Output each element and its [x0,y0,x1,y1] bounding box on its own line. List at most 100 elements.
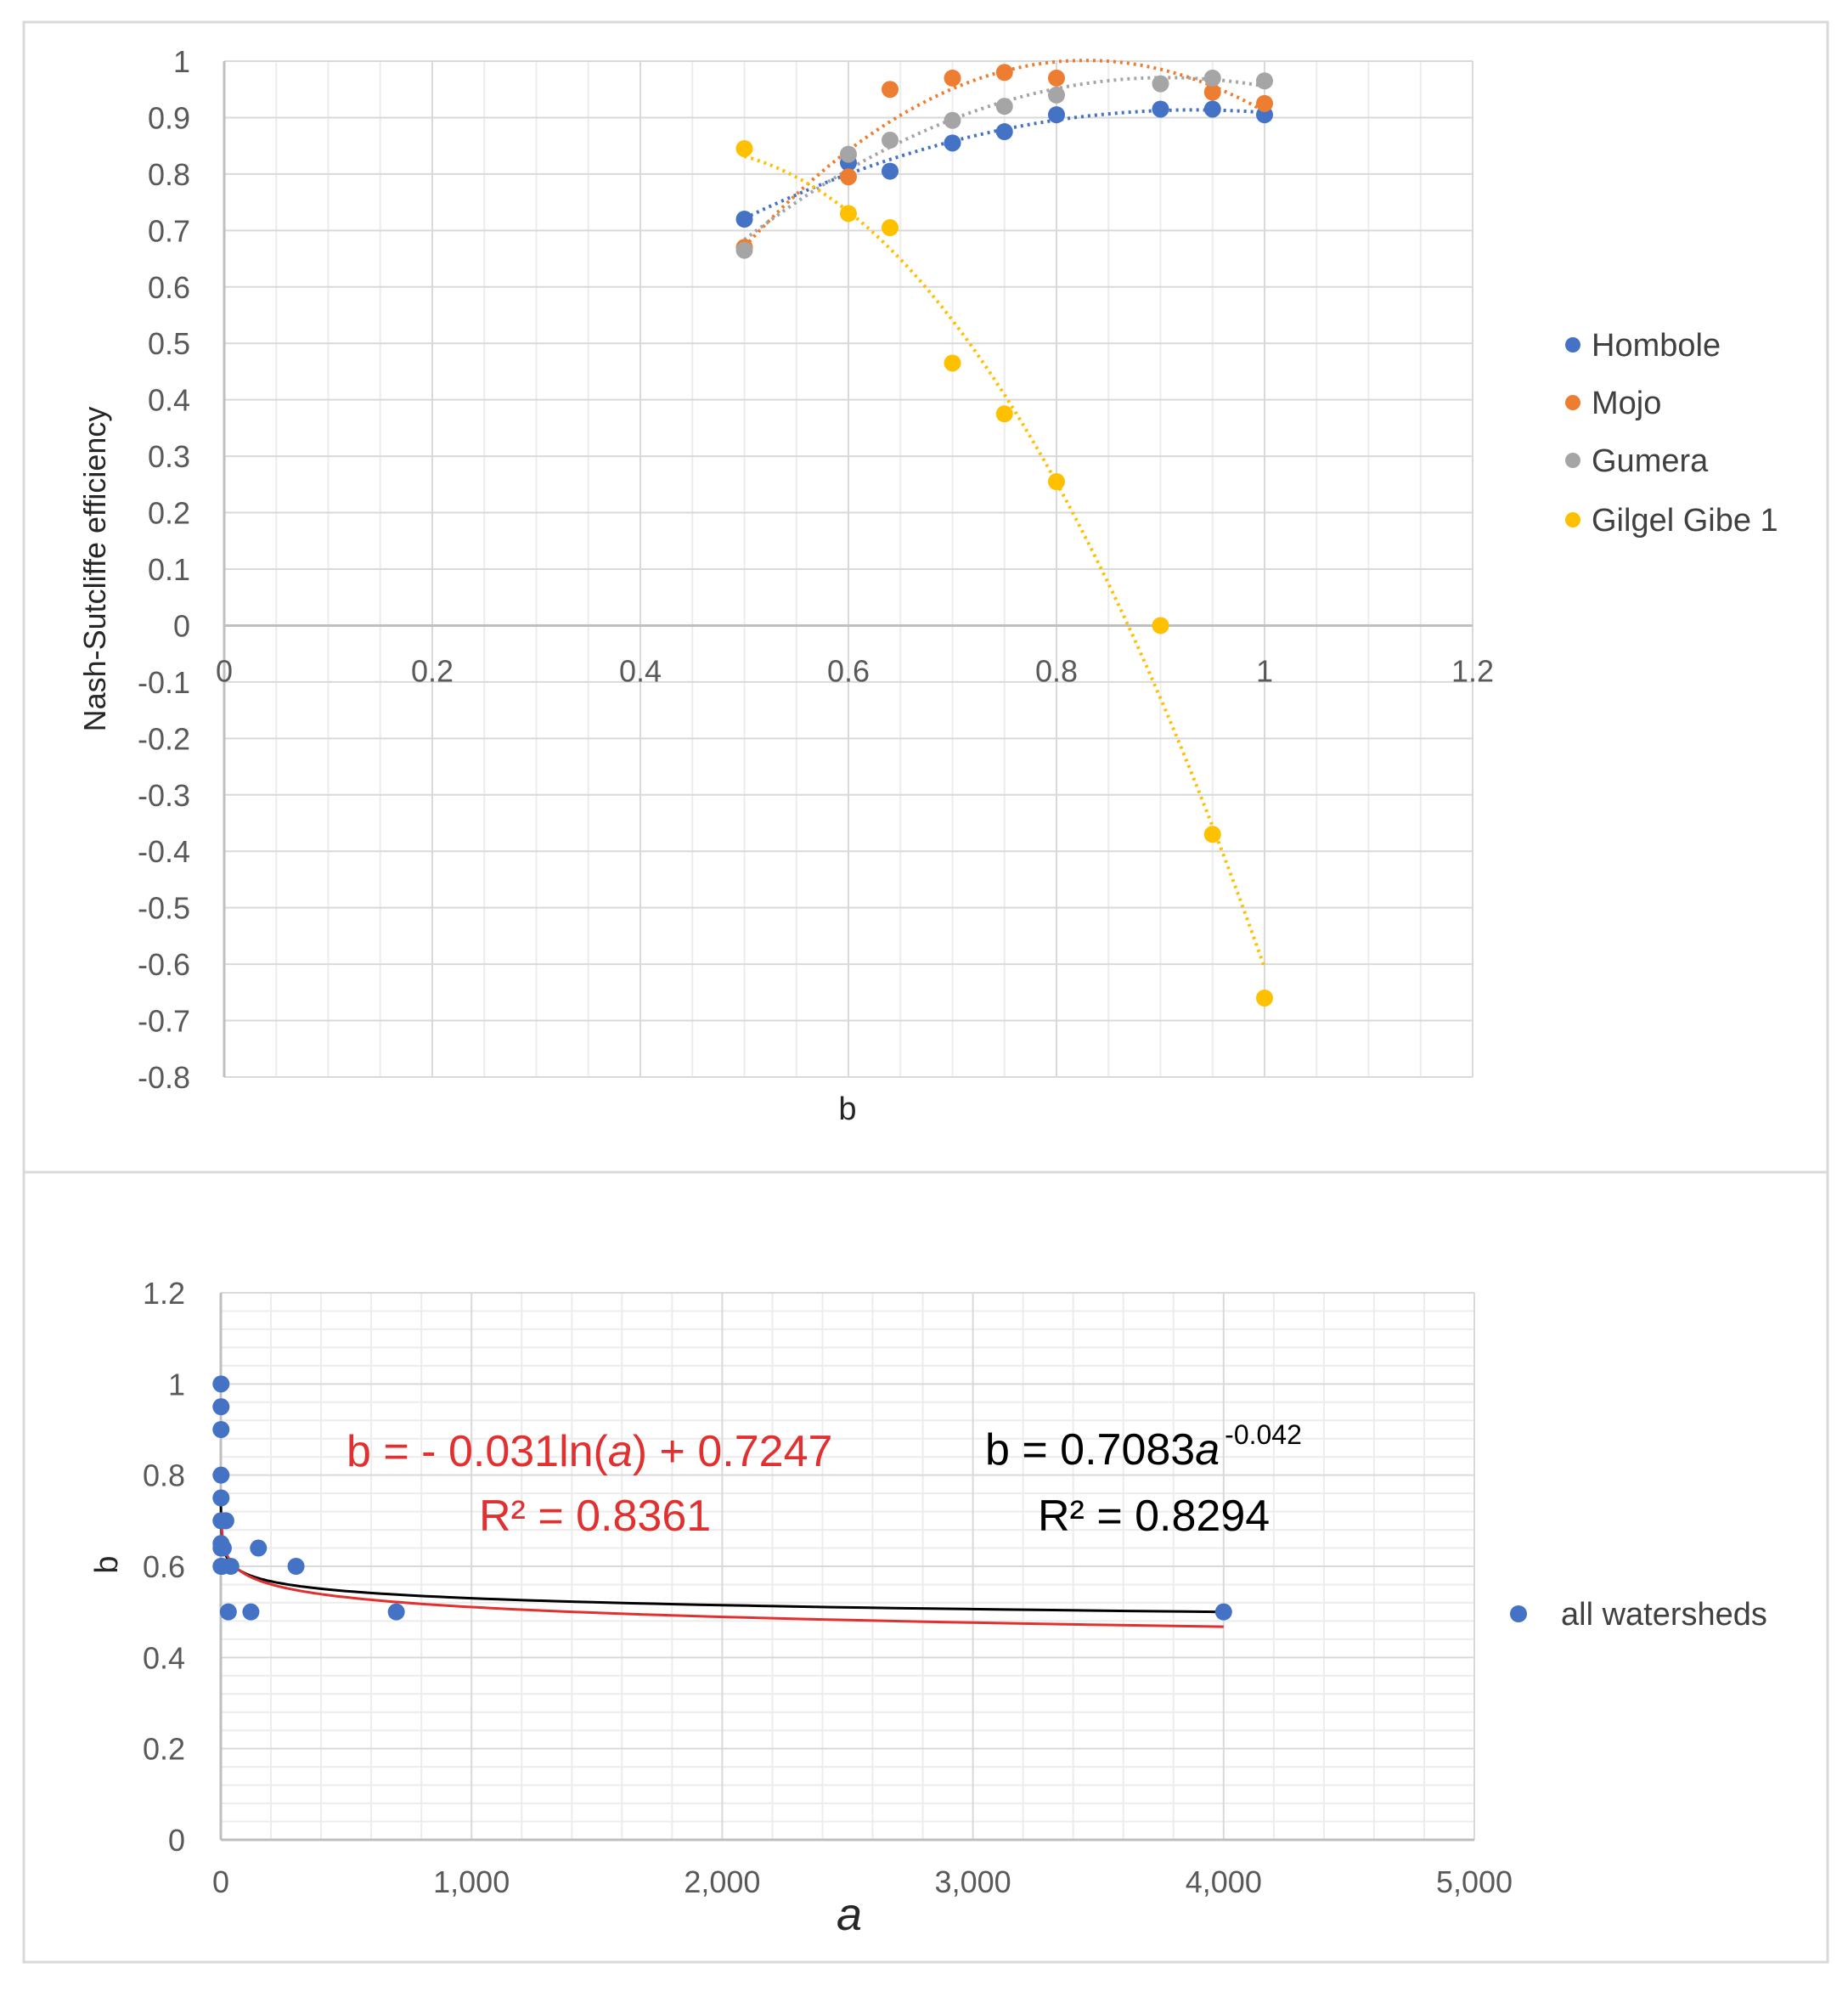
log-equation-suffix: ) + 0.7247 [633,1427,833,1476]
bottom-chart-tick-labels: 1.2 1 0.8 0.6 0.4 0.2 00 1,000 2,000 3,000 4,000 5,… [143,1276,1513,1899]
y-tick-label: 0.8 [143,1458,185,1493]
x-tick-label: 2,000 [684,1864,760,1899]
data-point-all-watersheds [222,1558,239,1575]
x-tick-label: 1.2 [1451,653,1494,688]
y-tick-label: 0.6 [143,1549,185,1584]
power-trendline-r2: R² = 0.8294 [1038,1492,1270,1541]
data-point-gilgel-gibe-1 [995,405,1013,423]
y-tick-label: -0.4 [138,834,190,869]
data-point-gumera [1256,72,1273,90]
x-tick-label: 4,000 [1186,1864,1262,1899]
data-point-gumera [995,98,1013,116]
data-point-all-watersheds [212,1398,230,1416]
y-tick-label: 1 [173,44,190,79]
data-point-mojo [944,69,961,87]
data-point-hombole [1203,100,1221,118]
y-tick-label: 0.2 [148,496,190,531]
x-tick-label: 0.2 [411,653,454,688]
log-equation-prefix: b = - 0.031ln( [346,1427,609,1476]
data-point-gilgel-gibe-1 [882,219,899,237]
legend-label-gumera: Gumera [1592,443,1709,479]
bottom-chart-y-axis-label: b [89,1555,125,1573]
y-tick-label: 0.1 [148,552,190,587]
legend-marker-all-watersheds [1510,1605,1527,1622]
data-point-all-watersheds [212,1375,230,1393]
data-point-gumera [840,145,857,163]
legend-label-all-watersheds: all watersheds [1561,1597,1767,1633]
legend-marker-gumera [1565,453,1580,468]
bottom-chart: 1.2 1 0.8 0.6 0.4 0.2 00 1,000 2,000 3,000 4,000 5,… [89,1276,1767,1940]
trendline-hombole [743,108,1265,220]
bottom-chart-grid [220,1292,1475,1841]
data-point-hombole [1048,106,1065,124]
data-point-hombole [1152,100,1169,118]
y-tick-label: 0 [168,1823,185,1858]
y-tick-label: 0.5 [148,326,190,361]
y-tick-label: -0.2 [138,721,190,756]
x-tick-label: 1,000 [433,1864,510,1899]
data-point-gilgel-gibe-1 [1256,989,1273,1007]
y-tick-label: -0.1 [138,665,190,700]
data-point-all-watersheds [242,1603,260,1621]
top-chart-points [735,64,1273,1007]
data-point-all-watersheds [219,1603,237,1621]
x-tick-label: 0.4 [619,653,662,688]
data-point-hombole [944,134,961,152]
data-point-gumera [735,241,753,259]
legend-marker-hombole [1565,337,1580,353]
data-point-gilgel-gibe-1 [1203,826,1221,843]
y-tick-label: 0.6 [148,270,190,305]
log-trendline-r2: R² = 0.8361 [479,1492,711,1541]
data-point-mojo [840,168,857,186]
data-point-all-watersheds [287,1558,305,1575]
y-tick-label: 0.2 [143,1732,185,1767]
x-tick-label: 0.6 [827,653,870,688]
log-equation-variable: a [608,1427,633,1476]
y-tick-label: -0.7 [138,1004,190,1039]
y-tick-label: 0.7 [148,213,190,248]
data-point-all-watersheds [250,1539,268,1557]
power-equation-variable: a [1195,1425,1220,1475]
log-trendline-equation: b = - 0.031ln(a) + 0.7247 [346,1427,832,1476]
data-point-all-watersheds [217,1512,234,1530]
top-chart-axes [223,61,1473,1077]
y-tick-label: 0.8 [148,157,190,192]
data-point-all-watersheds [212,1466,230,1484]
data-point-gumera [1203,69,1221,87]
bottom-chart-legend: all watersheds [1510,1597,1767,1633]
y-tick-label: -0.8 [138,1060,190,1095]
data-point-hombole [882,162,899,180]
data-point-gumera [1048,86,1065,104]
data-point-gumera [944,111,961,129]
data-point-gilgel-gibe-1 [1152,617,1169,635]
y-tick-label: -0.6 [138,947,190,982]
legend-label-mojo: Mojo [1592,386,1661,421]
top-chart-grid [223,60,1473,1078]
x-tick-label: 1 [1256,653,1273,688]
legend-label-gilgel-gibe-1: Gilgel Gibe 1 [1592,503,1778,539]
data-point-hombole [995,123,1013,141]
top-chart-x-axis-label: b [838,1091,856,1127]
bottom-chart-x-axis-label: a [837,1889,862,1940]
trendline-gilgel-gibe-1 [743,155,1266,968]
y-tick-label: 0.3 [148,439,190,474]
x-tick-label: 3,000 [935,1864,1011,1899]
data-point-all-watersheds [387,1603,405,1621]
x-tick-label: 0.8 [1035,653,1078,688]
legend-marker-mojo [1565,395,1580,410]
y-tick-label: 1.2 [143,1276,185,1311]
data-point-gilgel-gibe-1 [735,139,753,157]
legend-label-hombole: Hombole [1592,328,1721,364]
power-trendline-equation: b = 0.7083a -0.042 [985,1419,1302,1475]
figure-border [22,20,1829,1964]
data-point-gilgel-gibe-1 [840,205,857,223]
legend-marker-gilgel-gibe-1 [1565,512,1580,527]
power-equation-exponent: -0.042 [1225,1419,1302,1450]
data-point-gilgel-gibe-1 [1048,473,1065,491]
top-chart-legend: Hombole Mojo Gumera Gilgel Gibe 1 [1565,328,1778,539]
top-chart-y-axis-label: Nash-Sutcliffe efficiency [77,407,112,732]
y-tick-label: -0.5 [138,891,190,926]
y-tick-label: -0.3 [138,778,190,813]
data-point-gumera [882,132,899,149]
data-point-mojo [1203,83,1221,101]
